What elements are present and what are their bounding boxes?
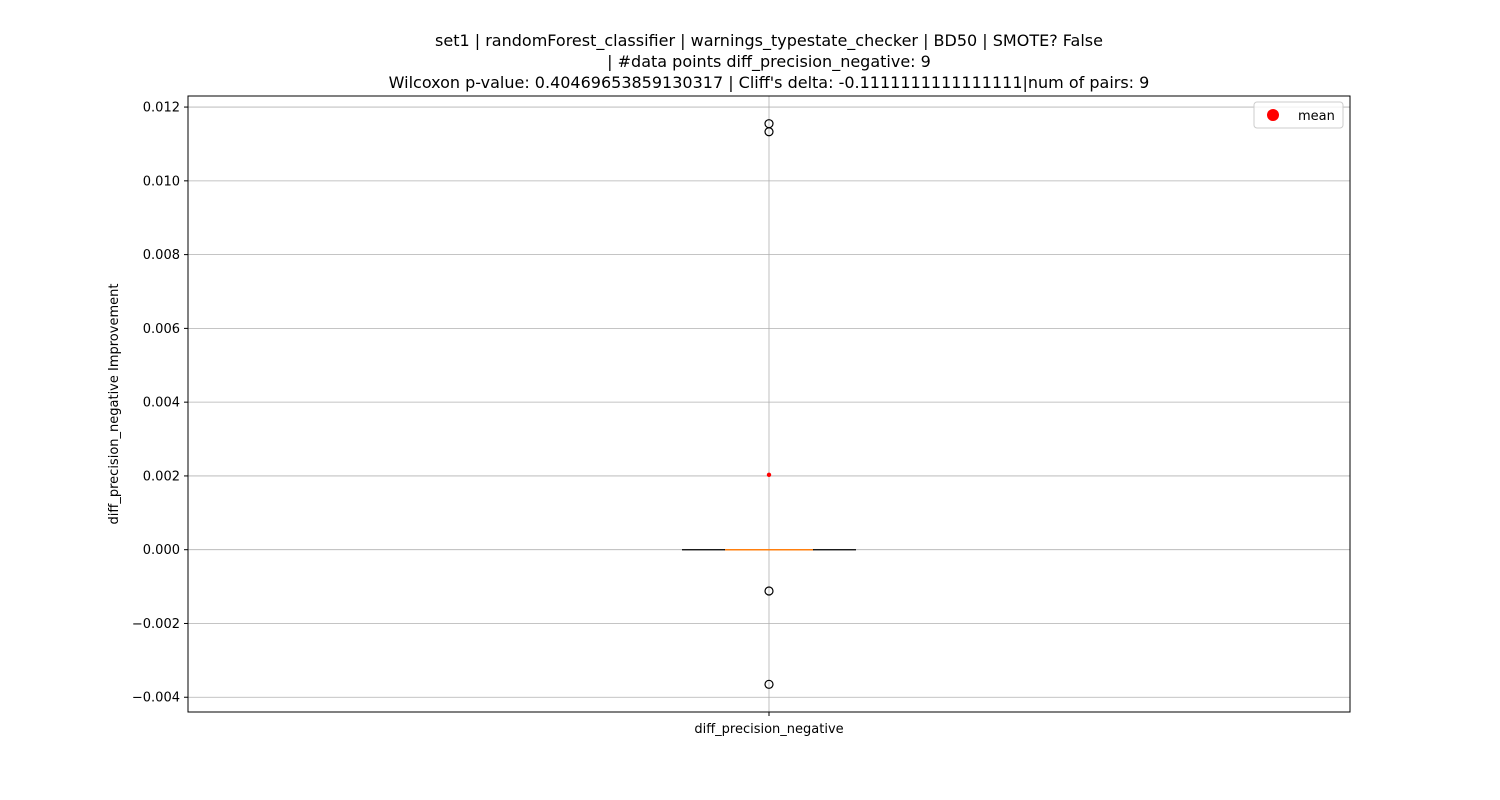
y-tick-label: 0.010 [143,174,180,189]
x-axis-ticks: diff_precision_negative [694,712,844,737]
y-tick-label: 0.012 [143,101,180,116]
y-axis-label: diff_precision_negative Improvement [107,284,122,525]
legend: mean [1253,101,1344,129]
mean-marker [766,472,772,478]
gridlines [188,96,1350,712]
y-axis-ticks: −0.004 −0.002 0.000 0.002 0.004 0.006 0.008 0.0… [132,101,188,706]
y-tick-label: 0.008 [143,248,180,263]
legend-frame [1253,101,1344,129]
title-line-1: set1 | randomForest_classifier | warning… [435,31,1103,51]
title-line-3: Wilcoxon p-value: 0.40469653859130317 | … [389,73,1150,92]
y-tick-label: 0.000 [143,543,180,558]
title-line-2: | #data points diff_precision_negative: … [607,52,931,72]
outlier-point [764,679,774,689]
outlier-point [764,127,774,137]
y-tick-label: 0.004 [143,396,180,411]
chart-title: set1 | randomForest_classifier | warning… [389,31,1150,92]
legend-mean-marker [1267,109,1279,121]
legend-mean-label: mean [1298,109,1335,124]
boxplot [682,119,856,689]
y-tick-label: 0.002 [143,469,180,484]
outlier-point [764,586,774,596]
x-tick-label: diff_precision_negative [694,722,843,737]
y-tick-label: −0.002 [132,617,180,632]
y-tick-label: −0.004 [132,691,180,706]
y-tick-label: 0.006 [143,322,180,337]
